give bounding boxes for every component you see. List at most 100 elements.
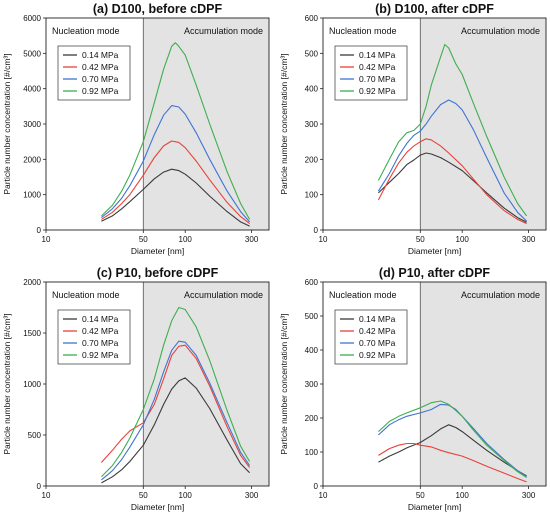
y-tick-label: 400: [305, 85, 319, 94]
series-line-014: [101, 377, 250, 484]
series-line-042: [377, 138, 527, 225]
accumulation-region: [143, 282, 269, 486]
legend-entry: 0.14 MPa: [82, 314, 119, 324]
y-tick-label: 400: [305, 346, 319, 355]
accumulation-region: [420, 282, 546, 486]
accumulation-region: [420, 18, 546, 230]
y-tick-label: 500: [305, 312, 319, 321]
x-tick-label: 50: [139, 491, 148, 500]
legend-entry: 0.92 MPa: [359, 86, 396, 96]
legend-entry: 0.42 MPa: [359, 326, 396, 336]
y-tick-label: 600: [305, 14, 319, 23]
y-axis-label: Particle number concentration [#/cm³]: [279, 53, 289, 194]
series-line-070: [101, 105, 251, 223]
y-tick-label: 100: [305, 191, 319, 200]
chart-title: (b) D100, after cDPF: [375, 2, 494, 16]
x-tick-label: 300: [522, 235, 536, 244]
y-tick-label: 0: [37, 482, 42, 491]
legend-entry: 0.42 MPa: [359, 62, 396, 72]
x-tick-label: 300: [245, 491, 259, 500]
y-axis-label: Particle number concentration [#/cm³]: [279, 313, 289, 454]
y-tick-label: 300: [305, 120, 319, 129]
y-tick-label: 0: [314, 482, 319, 491]
legend-entry: 0.92 MPa: [82, 86, 119, 96]
chart-panel-d: 10 50 100 300 0 100 200 300 400 500 600 (d) P10, af…: [279, 266, 547, 512]
x-tick-label: 50: [416, 235, 425, 244]
accumulation-mode-label: Accumulation mode: [184, 290, 263, 300]
nucleation-mode-label: Nucleation mode: [52, 290, 120, 300]
y-tick-label: 0: [37, 226, 42, 235]
y-axis-label: Particle number concentration [#/cm³]: [2, 53, 12, 194]
series-line-014: [378, 152, 527, 223]
y-tick-label: 200: [305, 414, 319, 423]
y-tick-label: 5000: [23, 49, 41, 58]
x-tick-label: 50: [139, 235, 148, 244]
legend-entry: 0.42 MPa: [82, 62, 119, 72]
y-tick-label: 100: [305, 448, 319, 457]
chart-title: (a) D100, before cDPF: [93, 2, 223, 16]
y-tick-label: 600: [305, 278, 319, 287]
chart-title: (d) P10, after cDPF: [379, 266, 491, 280]
x-tick-label: 100: [456, 491, 470, 500]
legend-entry: 0.92 MPa: [82, 350, 119, 360]
legend-entry: 0.70 MPa: [359, 74, 396, 84]
legend-entry: 0.14 MPa: [359, 314, 396, 324]
series-line-070: [101, 340, 251, 481]
nucleation-mode-label: Nucleation mode: [52, 26, 120, 36]
series-line-014: [378, 424, 527, 477]
series-line-014: [101, 168, 250, 227]
accumulation-region: [143, 18, 269, 230]
legend-entry: 0.70 MPa: [82, 74, 119, 84]
accumulation-mode-label: Accumulation mode: [461, 26, 540, 36]
y-tick-label: 2000: [23, 155, 41, 164]
series-line-042: [101, 140, 250, 225]
y-tick-label: 200: [305, 155, 319, 164]
x-tick-label: 100: [179, 235, 193, 244]
x-axis-label: Diameter [nm]: [408, 246, 461, 256]
x-tick-label: 100: [456, 235, 470, 244]
legend-entry: 0.42 MPa: [82, 326, 119, 336]
y-tick-label: 3000: [23, 120, 41, 129]
legend: 0.14 MPa 0.42 MPa 0.70 MPa 0.92 MPa: [334, 309, 408, 365]
y-tick-label: 500: [28, 431, 42, 440]
x-axis-label: Diameter [nm]: [131, 246, 184, 256]
series-line-070: [377, 99, 527, 222]
legend: 0.14 MPa 0.42 MPa 0.70 MPa 0.92 MPa: [334, 45, 408, 101]
chart-title: (c) P10, before cDPF: [97, 266, 219, 280]
series-line-042: [378, 442, 527, 483]
x-tick-label: 10: [319, 235, 328, 244]
nucleation-mode-label: Nucleation mode: [329, 26, 397, 36]
legend-entry: 0.14 MPa: [359, 50, 396, 60]
y-tick-label: 4000: [23, 85, 41, 94]
x-tick-label: 300: [245, 235, 259, 244]
x-axis-label: Diameter [nm]: [408, 502, 461, 512]
y-tick-label: 0: [314, 226, 319, 235]
nucleation-mode-label: Nucleation mode: [329, 290, 397, 300]
x-tick-label: 100: [179, 491, 193, 500]
series-line-092: [101, 306, 251, 478]
y-tick-label: 6000: [23, 14, 41, 23]
chart-panel-c: 10 50 100 300 0 500 1000 1500 2000 (c) P10, befor…: [2, 266, 270, 512]
y-tick-label: 500: [305, 49, 319, 58]
y-tick-label: 1000: [23, 380, 41, 389]
x-tick-label: 50: [416, 491, 425, 500]
accumulation-mode-label: Accumulation mode: [184, 26, 263, 36]
legend-entry: 0.14 MPa: [82, 50, 119, 60]
x-tick-label: 10: [42, 491, 51, 500]
series-line-092: [101, 42, 251, 220]
legend-entry: 0.70 MPa: [359, 338, 396, 348]
chart-panel-b: 10 50 100 300 0 100 200 300 400 500 600 (b) D100, a…: [279, 2, 547, 256]
x-tick-label: 10: [42, 235, 51, 244]
legend-entry: 0.92 MPa: [359, 350, 396, 360]
x-axis-label: Diameter [nm]: [131, 502, 184, 512]
y-tick-label: 300: [305, 380, 319, 389]
y-axis-label: Particle number concentration [#/cm³]: [2, 313, 12, 454]
series-line-092: [378, 400, 527, 478]
accumulation-mode-label: Accumulation mode: [461, 290, 540, 300]
x-tick-label: 300: [522, 491, 536, 500]
series-line-042: [100, 344, 251, 468]
legend-entry: 0.70 MPa: [82, 338, 119, 348]
series-line-092: [377, 43, 528, 217]
